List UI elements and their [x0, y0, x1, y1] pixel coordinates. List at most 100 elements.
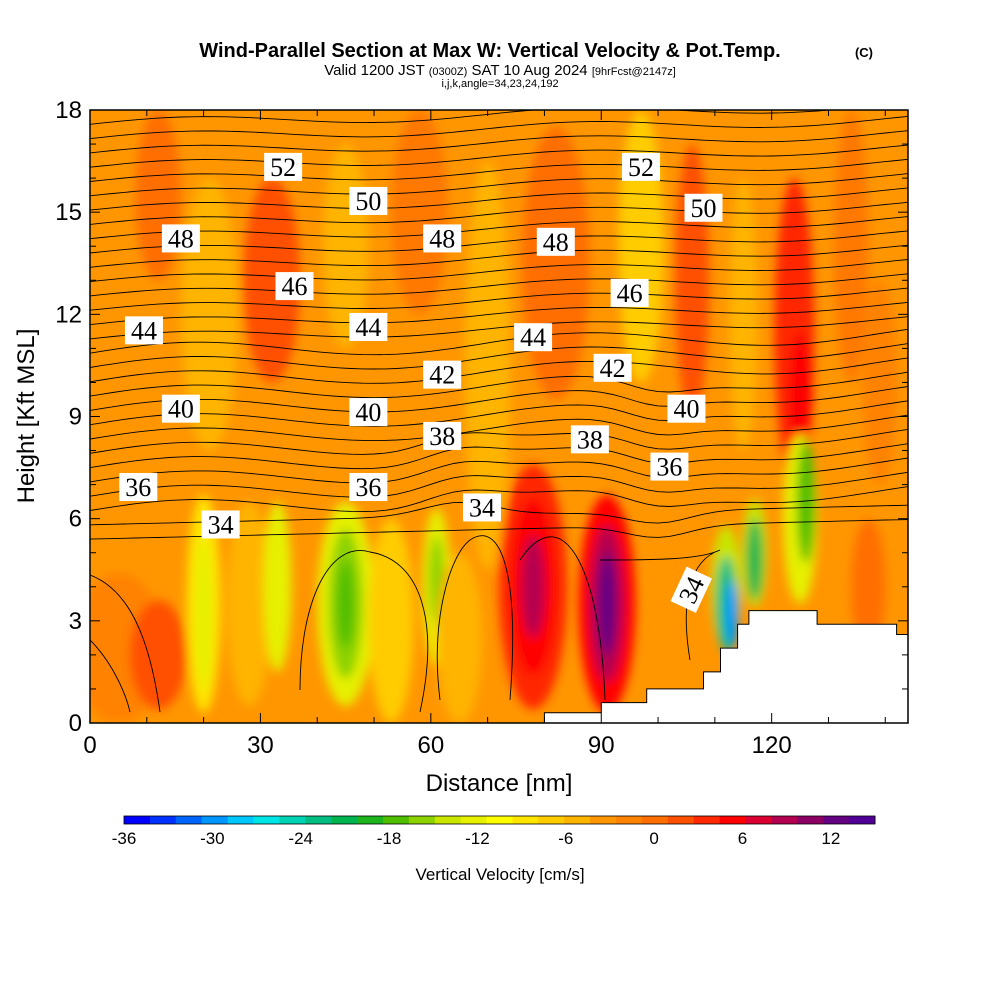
theta-label-box — [161, 394, 200, 423]
colorbar-swatch — [719, 816, 747, 824]
plot-area — [90, 110, 908, 723]
theta-label-box — [349, 473, 388, 502]
theta-label: 46 — [610, 278, 649, 308]
theta-contour — [299, 550, 429, 713]
theta-contour — [90, 273, 908, 297]
theta-label-box — [462, 493, 501, 522]
theta-label-text: 52 — [628, 153, 654, 182]
theta-contour — [90, 428, 908, 455]
velocity-cell — [862, 280, 897, 485]
theta-label-text: 48 — [429, 224, 455, 253]
theta-contour — [90, 110, 95, 111]
velocity-cell — [464, 161, 511, 570]
theta-label-text: 46 — [617, 279, 643, 308]
theta-label-box — [610, 278, 649, 307]
colorbar-swatch — [408, 816, 436, 824]
chart-subtitle-indices: i,j,k,angle=34,23,24,192 — [441, 78, 558, 90]
theta-label: 38 — [570, 425, 609, 454]
theta-label-box — [264, 152, 303, 181]
colorbar-swatch — [331, 816, 358, 824]
colorbar-swatch — [175, 816, 203, 824]
y-axis-label: Height [Kft MSL] — [13, 329, 40, 504]
theta-contour — [90, 371, 908, 399]
theta-contour — [90, 158, 908, 182]
theta-contour — [90, 471, 908, 498]
theta-label-box — [124, 316, 163, 345]
theta-label: 38 — [423, 421, 462, 451]
x-tick-label: 90 — [588, 732, 615, 759]
colorbar-swatch — [357, 816, 384, 824]
x-tick-label: 30 — [247, 732, 274, 759]
theta-label: 36 — [349, 473, 388, 502]
velocity-cell — [521, 127, 590, 400]
theta-label-text: 38 — [577, 425, 603, 454]
theta-label: 44 — [124, 316, 163, 345]
theta-label: 48 — [423, 224, 462, 253]
subtitle-valid: Valid 1200 JST — [324, 62, 424, 79]
x-axis-ticks: 0 30 60 90 120 — [83, 110, 886, 759]
theta-label-box — [650, 452, 689, 481]
colorbar-swatch — [538, 816, 565, 824]
theta-contour — [519, 536, 606, 701]
theta-contour-labels: 52 52 50 50 48 48 48 46 46 44 44 44 42 42 40 40 40 38 38 36… — [119, 152, 723, 613]
theta-label-box — [514, 323, 553, 352]
theta-label-text: 44 — [131, 316, 157, 345]
theta-label-text: 38 — [429, 422, 455, 451]
subtitle-forecast: [9hrFcst@2147z] — [592, 66, 676, 78]
theta-label: 34 — [201, 510, 240, 539]
theta-label: 44 — [349, 312, 388, 342]
velocity-cell — [129, 600, 187, 710]
velocity-cell — [729, 178, 758, 451]
theta-label-box — [423, 224, 462, 253]
theta-contour — [90, 574, 161, 713]
theta-contour — [90, 301, 908, 326]
colorbar-tick-label: 6 — [738, 829, 747, 848]
theta-label-text: 36 — [355, 473, 381, 502]
colorbar-tick-label: -30 — [200, 829, 225, 848]
y-tick-label: 18 — [55, 97, 82, 124]
theta-contour — [90, 357, 908, 384]
velocity-cell — [337, 559, 355, 649]
theta-contour — [90, 400, 908, 427]
theta-label-box — [670, 566, 712, 613]
colorbar-swatch — [641, 816, 669, 824]
theta-label-text: 52 — [270, 153, 296, 182]
chart-title: Wind-Parallel Section at Max W: Vertical… — [199, 40, 780, 62]
theta-label-text: 34 — [469, 493, 495, 522]
theta-label: 48 — [161, 224, 200, 253]
colorbar-swatch — [693, 816, 721, 824]
colorbar-tick-label: -18 — [377, 829, 402, 848]
theta-label: 42 — [423, 360, 462, 390]
theta-contour — [90, 173, 908, 197]
y-tick-label: 3 — [69, 608, 82, 635]
terrain-profile — [543, 610, 908, 723]
colorbar-swatch — [227, 816, 254, 824]
velocity-cell — [243, 178, 301, 383]
theta-label-box — [684, 193, 723, 222]
colorbar-swatch — [434, 816, 462, 824]
colorbar-swatch — [149, 816, 177, 824]
colorbar-swatch — [512, 816, 539, 824]
terrain-mask — [543, 610, 908, 723]
colorbar-swatch — [279, 816, 306, 824]
x-tick-label: 120 — [752, 732, 792, 759]
colorbar-swatch — [253, 816, 280, 824]
theta-label-box — [349, 312, 388, 341]
theta-label-box — [201, 510, 240, 539]
velocity-cell — [675, 144, 710, 417]
colorbar-swatch — [460, 816, 488, 824]
colorbar-tick-label: 12 — [821, 829, 840, 848]
theta-label-box — [349, 186, 388, 215]
theta-label-text: 40 — [168, 395, 194, 424]
colorbar-swatch — [124, 816, 151, 824]
y-tick-label: 12 — [55, 301, 82, 328]
theta-contour — [436, 535, 514, 701]
velocity-cell — [851, 518, 886, 655]
theta-contour — [90, 287, 908, 311]
theta-label-box — [161, 224, 200, 253]
theta-label-text: 44 — [520, 323, 546, 352]
theta-label-box — [667, 394, 706, 423]
colorbar-swatch — [849, 816, 876, 824]
colorbar-swatch — [590, 816, 617, 824]
